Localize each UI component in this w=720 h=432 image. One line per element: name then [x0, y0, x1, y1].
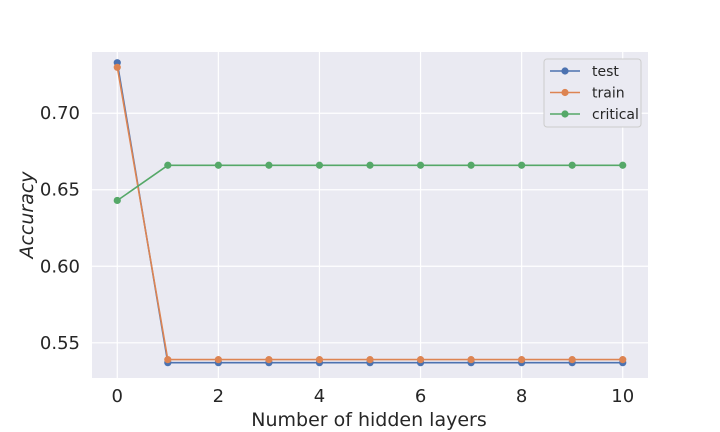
data-point-train	[518, 356, 526, 364]
x-tick-label: 10	[611, 386, 634, 407]
legend-marker-critical	[561, 110, 569, 118]
data-point-critical	[366, 161, 374, 169]
y-tick-label: 0.55	[40, 333, 80, 354]
data-point-train	[366, 356, 374, 364]
data-point-train	[265, 356, 273, 364]
data-point-critical	[164, 161, 172, 169]
x-tick-label: 6	[415, 386, 426, 407]
legend-marker-test	[561, 67, 569, 75]
data-point-critical	[568, 161, 576, 169]
y-tick-label: 0.60	[40, 256, 80, 277]
legend-label-train: train	[592, 86, 625, 102]
y-tick-label: 0.65	[40, 180, 80, 201]
y-axis-title: Accuracy	[16, 171, 38, 261]
series-group	[113, 59, 627, 367]
data-point-train	[214, 356, 222, 364]
series-critical	[113, 161, 627, 205]
data-point-critical	[619, 161, 627, 169]
x-tick-label: 8	[516, 386, 527, 407]
data-point-train	[619, 356, 627, 364]
data-point-critical	[416, 161, 425, 169]
data-point-critical	[265, 161, 273, 169]
data-point-train	[416, 356, 425, 364]
x-axis-title: Number of hidden layers	[251, 409, 487, 431]
y-tick-label: 0.70	[40, 103, 80, 124]
data-point-critical	[214, 161, 222, 169]
data-point-critical	[467, 161, 475, 169]
legend-label-critical: critical	[592, 107, 639, 123]
legend-frame	[543, 58, 642, 128]
x-tick-label: 0	[112, 386, 123, 407]
data-point-train	[315, 356, 324, 364]
series-train	[113, 63, 627, 364]
data-point-train	[164, 356, 172, 364]
legend-label-test: test	[592, 64, 619, 80]
data-point-train	[568, 356, 576, 364]
data-point-critical	[315, 161, 324, 169]
data-point-critical	[113, 196, 121, 205]
data-point-train	[467, 356, 475, 364]
legend: test train critical	[543, 58, 642, 128]
data-point-train	[113, 63, 121, 71]
x-tick-label: 2	[213, 386, 224, 407]
tick-labels: 0 2 4 6 8 10 0.55 0.60 0.65 0.70	[40, 103, 634, 407]
legend-marker-train	[561, 88, 569, 97]
x-tick-label: 4	[314, 386, 325, 407]
data-point-critical	[518, 161, 526, 169]
